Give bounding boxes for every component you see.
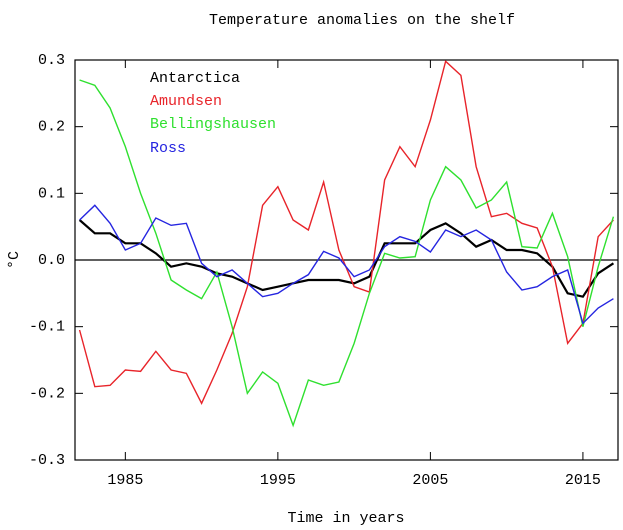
legend-label: Amundsen <box>150 93 222 110</box>
x-tick-label: 1985 <box>107 472 143 489</box>
y-tick-label: 0.2 <box>38 119 65 136</box>
x-axis-label: Time in years <box>287 510 404 527</box>
legend-label: Antarctica <box>150 70 240 87</box>
legend-label: Ross <box>150 140 186 157</box>
y-tick-label: 0.1 <box>38 185 65 202</box>
y-tick-label: 0.3 <box>38 52 65 69</box>
y-tick-label: -0.1 <box>29 319 65 336</box>
x-tick-label: 1995 <box>260 472 296 489</box>
y-tick-label: 0.0 <box>38 252 65 269</box>
series-line <box>79 204 614 325</box>
series-line <box>78 219 615 298</box>
series-line <box>78 60 614 405</box>
series-line <box>79 79 615 428</box>
y-tick-label: -0.2 <box>29 385 65 402</box>
chart-title: Temperature anomalies on the shelf <box>209 12 515 29</box>
x-tick-label: 2015 <box>565 472 601 489</box>
y-axis-label: °C <box>6 251 23 269</box>
legend-label: Bellingshausen <box>150 116 276 133</box>
y-tick-label: -0.3 <box>29 452 65 469</box>
x-tick-label: 2005 <box>412 472 448 489</box>
